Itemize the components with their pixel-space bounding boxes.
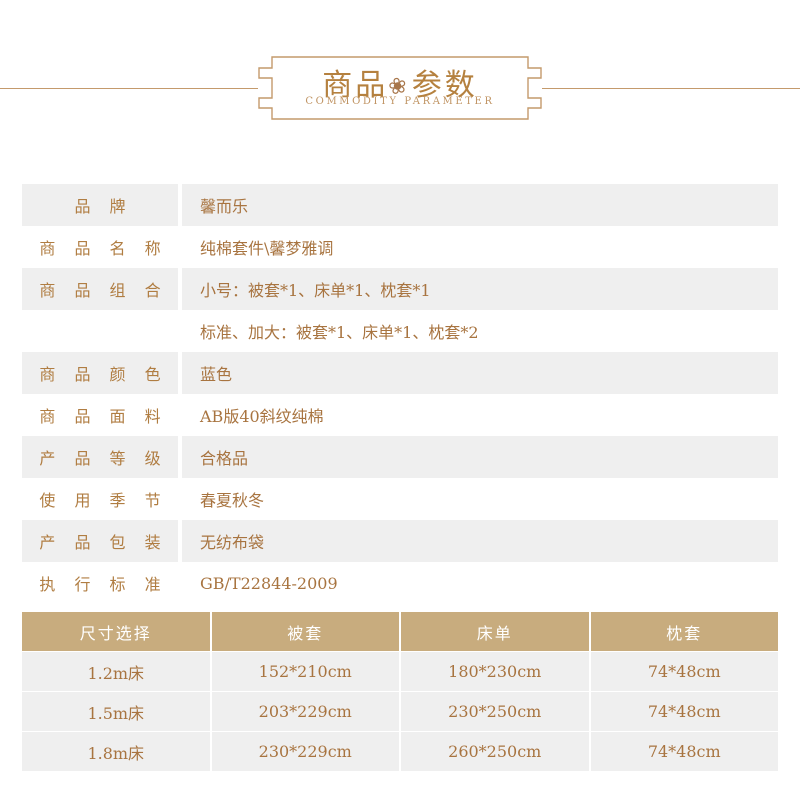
size-cell: 74*48cm (590, 652, 778, 691)
spec-value: 馨而乐 (182, 184, 778, 226)
table-row: 1.8m床 230*229cm 260*250cm 74*48cm (22, 732, 778, 771)
specification-table: 品 牌 馨而乐 商 品 名 称 纯棉套件\馨梦雅调 商 品 组 合 小号：被套*… (22, 184, 778, 604)
header-rule-left (0, 88, 258, 89)
page-title-part1: 商品 (322, 68, 389, 103)
spec-value: GB/T22844-2009 (182, 562, 778, 604)
table-row: 使 用 季 节 春夏秋冬 (22, 478, 778, 520)
spec-label (22, 310, 178, 352)
page-header: 商品❀参数 COMMODITY PARAMETER (0, 0, 800, 140)
spec-value: 小号：被套*1、床单*1、枕套*1 (182, 268, 778, 310)
size-header-cell: 床单 (401, 612, 589, 651)
spec-label: 商 品 面 料 (22, 394, 178, 436)
size-table-header-row: 尺寸选择 被套 床单 枕套 (22, 612, 778, 651)
table-row: 标准、加大：被套*1、床单*1、枕套*2 (22, 310, 778, 352)
size-cell: 1.2m床 (22, 652, 210, 691)
spec-value: AB版40斜纹纯棉 (182, 394, 778, 436)
spec-label: 商 品 组 合 (22, 268, 178, 310)
page-subtitle: COMMODITY PARAMETER (305, 96, 495, 107)
page-title-part2: 参数 (411, 68, 478, 103)
size-cell: 260*250cm (401, 732, 589, 771)
spec-label: 商 品 名 称 (22, 226, 178, 268)
size-selection-table: 尺寸选择 被套 床单 枕套 1.2m床 152*210cm 180*230cm … (22, 612, 778, 771)
table-row: 产 品 包 装 无纺布袋 (22, 520, 778, 562)
size-header-cell: 被套 (211, 612, 399, 651)
size-header-cell: 尺寸选择 (22, 612, 210, 651)
size-cell: 1.5m床 (22, 692, 210, 731)
spec-label: 产 品 等 级 (22, 436, 178, 478)
table-row: 商 品 名 称 纯棉套件\馨梦雅调 (22, 226, 778, 268)
size-cell: 180*230cm (401, 652, 589, 691)
page-title: 商品❀参数 (258, 60, 542, 104)
spec-label: 品 牌 (22, 184, 178, 226)
spec-value: 蓝色 (182, 352, 778, 394)
size-cell: 203*229cm (211, 692, 399, 731)
table-row: 1.5m床 203*229cm 230*250cm 74*48cm (22, 692, 778, 731)
table-row: 产 品 等 级 合格品 (22, 436, 778, 478)
spec-value: 纯棉套件\馨梦雅调 (182, 226, 778, 268)
size-cell: 74*48cm (590, 692, 778, 731)
table-row: 品 牌 馨而乐 (22, 184, 778, 226)
table-row: 商 品 颜 色 蓝色 (22, 352, 778, 394)
table-row: 商 品 面 料 AB版40斜纹纯棉 (22, 394, 778, 436)
spec-label: 商 品 颜 色 (22, 352, 178, 394)
size-cell: 74*48cm (590, 732, 778, 771)
size-cell: 152*210cm (211, 652, 399, 691)
spec-value: 合格品 (182, 436, 778, 478)
spec-value: 无纺布袋 (182, 520, 778, 562)
spec-label: 执 行 标 准 (22, 562, 178, 604)
spec-value: 标准、加大：被套*1、床单*1、枕套*2 (182, 310, 778, 352)
spec-label: 产 品 包 装 (22, 520, 178, 562)
spec-value: 春夏秋冬 (182, 478, 778, 520)
size-cell: 1.8m床 (22, 732, 210, 771)
header-rule-right (542, 88, 800, 89)
spec-label: 使 用 季 节 (22, 478, 178, 520)
table-row: 1.2m床 152*210cm 180*230cm 74*48cm (22, 652, 778, 691)
size-cell: 230*250cm (401, 692, 589, 731)
table-row: 商 品 组 合 小号：被套*1、床单*1、枕套*1 (22, 268, 778, 310)
size-header-cell: 枕套 (590, 612, 778, 651)
table-row: 执 行 标 准 GB/T22844-2009 (22, 562, 778, 604)
size-cell: 230*229cm (211, 732, 399, 771)
header-plaque-frame (258, 56, 542, 120)
